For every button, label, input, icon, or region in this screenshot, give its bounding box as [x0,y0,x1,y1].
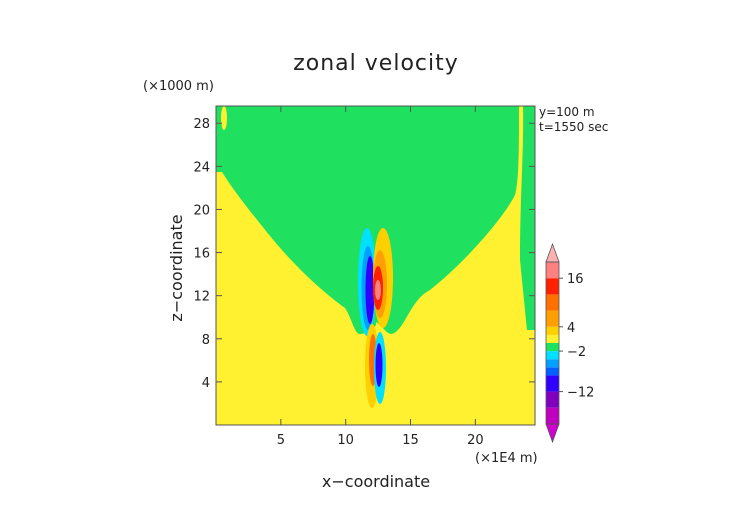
negative-lobe-core [365,256,375,324]
colorbar-swatch [546,326,559,335]
x-tick-label: 15 [402,433,419,448]
x-unit-label: (×1E4 m) [475,451,538,466]
vortex-upper [358,228,393,336]
annotation-t: t=1550 sec [539,120,608,134]
y-tick-label: 20 [193,203,210,218]
negative-lower-core [375,343,383,387]
region-top-left-streak [221,106,227,130]
x-tick-label: 20 [467,433,484,448]
colorbar-swatch [546,359,559,368]
colorbar-arrow-low [545,423,560,444]
colorbar-swatch [546,262,559,279]
colorbar-swatch [546,310,559,327]
y-tick-label: 8 [202,333,210,348]
colorbar-label: 4 [567,321,575,336]
y-tick-label: 4 [202,376,210,391]
positive-lobe-core [375,280,381,300]
colorbar-swatch [546,278,559,295]
vortex-lower [365,324,386,408]
x-axis-ticks: 5 10 15 20 [277,106,484,448]
colorbar-swatch [546,407,559,424]
region-upper-left-wedge [216,106,376,334]
colorbar: 16 4 −2 −12 [545,242,594,444]
y-tick-label: 28 [193,117,210,132]
y-tick-label: 24 [193,160,210,175]
colorbar-swatch [546,334,559,343]
x-axis-label: x−coordinate [322,472,430,491]
region-lower-right-wedge [376,106,535,425]
y-tick-label: 16 [193,247,210,262]
colorbar-swatch [546,367,559,376]
colorbar-swatch [546,343,559,352]
y-unit-label: (×1000 m) [143,79,214,94]
y-axis-label: z−coordinate [167,214,186,321]
colorbar-swatch [546,294,559,311]
colorbar-label: −2 [567,345,586,360]
colorbar-swatch [546,351,559,360]
colorbar-label: −12 [567,386,594,401]
colorbar-swatch [546,391,559,408]
y-tick-label: 12 [193,290,210,305]
colorbar-arrow-high [545,242,560,263]
plot-area [216,106,535,425]
x-tick-label: 5 [277,433,285,448]
chart-title: zonal velocity [293,51,459,76]
colorbar-swatch [546,375,559,392]
annotation-y: y=100 m [539,105,595,119]
plot-frame [215,105,536,426]
colorbar-frame [545,261,560,425]
y-axis-ticks: 4 8 12 16 20 24 28 [193,117,535,391]
x-tick-label: 10 [337,433,354,448]
colorbar-label: 16 [567,272,584,287]
